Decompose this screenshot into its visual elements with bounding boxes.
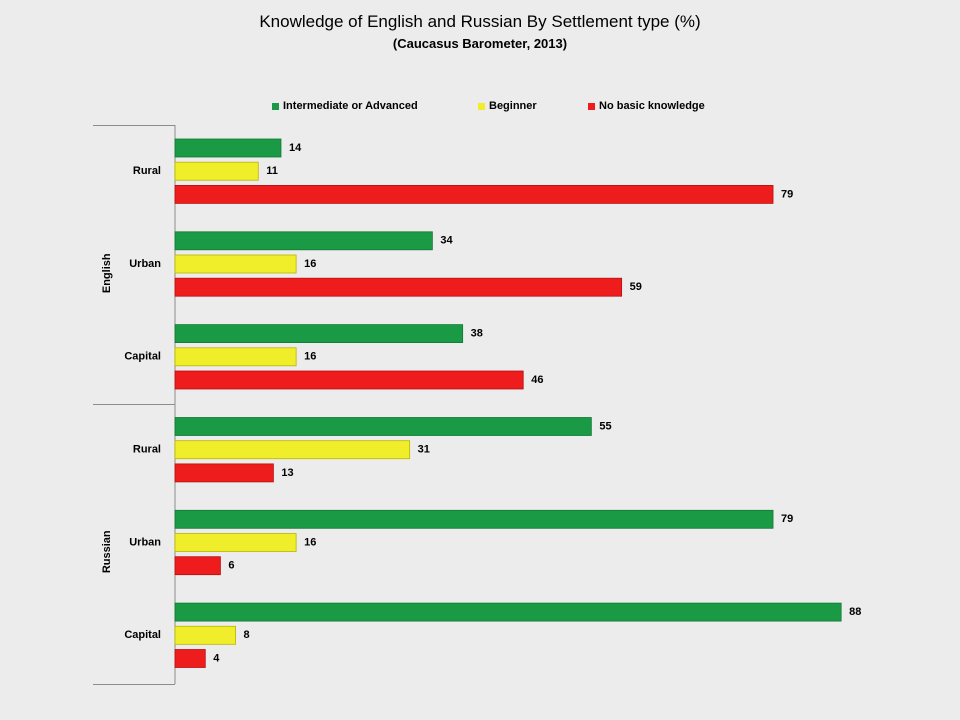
bar-russian-rural-intermediate (174, 417, 592, 436)
data-label-russian-rural-beginner: 31 (418, 444, 430, 456)
legend-item-no-basic: No basic knowledge (588, 100, 705, 112)
bar-russian-urban-intermediate (174, 509, 774, 529)
data-label-english-rural-beginner: 11 (266, 165, 278, 177)
data-label-russian-capital-intermediate: 88 (849, 606, 861, 618)
data-label-english-capital-intermediate: 38 (471, 328, 483, 340)
legend-swatch-no-basic (588, 102, 595, 110)
bar-english-rural-intermediate (174, 138, 282, 158)
data-label-russian-rural-intermediate: 55 (599, 420, 611, 432)
legend-label-no-basic: No basic knowledge (599, 100, 705, 112)
data-label-russian-capital-beginner: 8 (244, 629, 250, 641)
category-label-english-capital: Capital (124, 351, 161, 363)
chart-subtitle: (Caucasus Barometer, 2013) (392, 36, 568, 51)
bar-russian-capital-intermediate (174, 602, 842, 622)
legend: Intermediate or Advanced Beginner No bas… (0, 100, 960, 116)
legend-item-intermediate: Intermediate or Advanced (272, 100, 418, 112)
bar-english-urban-beginner (174, 254, 297, 274)
category-label-russian-rural: Rural (133, 444, 161, 456)
category-label-russian-capital: Capital (124, 629, 161, 641)
data-label-english-urban-intermediate: 34 (440, 235, 453, 247)
category-label-russian-urban: Urban (129, 536, 161, 548)
data-label-english-capital-beginner: 16 (304, 351, 316, 363)
data-label-russian-urban-beginner: 16 (304, 536, 316, 548)
bar-english-capital-beginner (174, 347, 297, 367)
group-label-russian: Russian (101, 530, 113, 573)
bar-russian-rural-no-basic (174, 463, 274, 483)
bar-english-rural-no-basic (174, 184, 774, 204)
bar-english-capital-no-basic (174, 370, 524, 390)
bar-russian-urban-beginner (174, 533, 297, 552)
data-label-english-rural-intermediate: 14 (289, 142, 302, 154)
bar-russian-capital-beginner (174, 625, 236, 645)
data-label-english-capital-no-basic: 46 (531, 374, 543, 386)
bar-russian-capital-no-basic (174, 649, 206, 668)
data-label-english-urban-beginner: 16 (304, 258, 316, 270)
category-label-english-rural: Rural (133, 165, 161, 177)
legend-swatch-intermediate (272, 102, 279, 110)
data-label-russian-urban-no-basic: 6 (228, 560, 234, 572)
group-label-english: English (101, 253, 113, 293)
data-label-russian-capital-no-basic: 4 (213, 652, 220, 664)
legend-item-beginner: Beginner (478, 100, 537, 112)
bar-russian-rural-beginner (174, 440, 411, 460)
data-label-english-rural-no-basic: 79 (781, 188, 793, 200)
category-label-english-urban: Urban (129, 258, 161, 270)
bar-english-urban-intermediate (174, 231, 433, 251)
bar-english-capital-intermediate (174, 324, 464, 344)
bar-english-urban-no-basic (174, 277, 623, 297)
legend-swatch-beginner (478, 102, 485, 110)
bar-english-rural-beginner (174, 161, 259, 181)
legend-label-intermediate: Intermediate or Advanced (283, 100, 418, 112)
chart-title: Knowledge of English and Russian By Sett… (259, 12, 701, 31)
bar-russian-urban-no-basic (174, 556, 221, 576)
data-label-english-urban-no-basic: 59 (630, 281, 642, 293)
data-label-russian-rural-no-basic: 13 (281, 467, 293, 479)
data-label-russian-urban-intermediate: 79 (781, 513, 793, 525)
legend-label-beginner: Beginner (489, 100, 537, 112)
